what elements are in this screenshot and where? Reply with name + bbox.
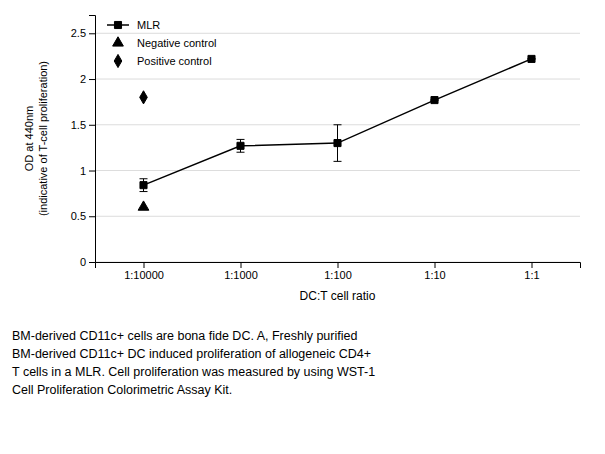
x-axis: 1:10000 1:1000 1:100 1:10 1:1 <box>96 262 581 281</box>
chart: 0 0.5 1 1.5 2 2.5 1:10000 1:1000 1:100 1:10 1:1 DC:… <box>0 0 605 454</box>
tick-label: 0.5 <box>71 210 86 222</box>
legend-symbol <box>113 37 124 46</box>
tick-mark <box>144 262 145 268</box>
y-axis-title: OD at 440nm(indicative of T-cell prolife… <box>23 61 49 216</box>
error-cap <box>237 139 245 140</box>
tick-mark <box>338 262 339 268</box>
point <box>140 182 147 189</box>
marks <box>138 55 535 210</box>
grid-line <box>95 170 580 171</box>
point <box>140 91 148 104</box>
legend-entry: MLR <box>107 19 160 31</box>
point <box>237 142 244 149</box>
tick-label: 1:10000 <box>124 269 164 281</box>
tick-mark <box>241 262 242 268</box>
legend-label: Positive control <box>137 55 212 67</box>
tick: 1:10 <box>424 262 445 281</box>
tick-label: 1.5 <box>71 119 86 131</box>
grid-line <box>95 216 580 217</box>
tick-mark <box>89 262 95 263</box>
error-bar <box>237 139 245 152</box>
tick: 1:1 <box>524 262 539 281</box>
point <box>431 97 438 104</box>
x-axis-title: DC:T cell ratio <box>300 289 376 303</box>
point <box>528 55 535 62</box>
series <box>140 55 536 191</box>
grid-line <box>95 33 580 34</box>
caption-line: BM-derived CD11c+ DC induced proliferati… <box>12 347 371 361</box>
error-cap <box>334 124 342 125</box>
tick-label: 2 <box>80 73 86 85</box>
tick-mark <box>89 33 95 34</box>
series <box>138 201 149 210</box>
tick-mark <box>89 171 95 172</box>
y-axis: 0 0.5 1 1.5 2 2.5 <box>71 16 96 269</box>
tick: 1:100 <box>324 262 352 281</box>
error-cap <box>140 178 148 179</box>
error-cap <box>237 152 245 153</box>
legend-label: Negative control <box>137 37 217 49</box>
plot: 0 0.5 1 1.5 2 2.5 1:10000 1:1000 1:100 1:10 1:1 DC:… <box>23 16 581 304</box>
caption-line: Cell Proliferation Colorimetric Assay Ki… <box>12 383 232 397</box>
point <box>138 201 149 210</box>
caption-line: BM-derived CD11c+ cells are bona fide DC… <box>12 329 357 343</box>
legend-entry: Positive control <box>114 54 211 67</box>
legend: MLR Negative control Positive control <box>107 19 217 68</box>
caption-line: T cells in a MLR. Cell proliferation was… <box>12 365 375 379</box>
tick-mark <box>435 262 436 268</box>
grid-line <box>95 79 580 80</box>
tick-label: 1 <box>80 165 86 177</box>
legend-label: MLR <box>137 19 160 31</box>
tick-label: 2.5 <box>71 27 86 39</box>
point <box>334 140 341 147</box>
tick-mark <box>89 125 95 126</box>
axis-line <box>96 263 581 269</box>
tick: 0.5 <box>71 210 95 222</box>
tick-mark <box>532 262 533 268</box>
series <box>140 91 148 104</box>
grid <box>95 33 580 262</box>
tick-mark <box>89 79 95 80</box>
tick: 1 <box>80 165 95 177</box>
caption: BM-derived CD11c+ cells are bona fide DC… <box>12 329 375 397</box>
error-cap <box>334 161 342 162</box>
tick-label: 1:1 <box>524 269 539 281</box>
line <box>144 59 532 185</box>
tick-label: 1:10 <box>424 269 445 281</box>
grid-line <box>95 124 580 125</box>
tick: 2 <box>80 73 95 85</box>
error-bar <box>140 179 148 192</box>
tick: 1.5 <box>71 119 95 131</box>
tick: 0 <box>80 256 95 268</box>
tick-mark <box>89 216 95 217</box>
axis-line <box>89 16 96 263</box>
tick-label: 1:1000 <box>224 269 258 281</box>
legend-symbol <box>114 54 122 67</box>
tick-label: 0 <box>80 256 86 268</box>
legend-entry: Negative control <box>113 37 217 49</box>
tick: 2.5 <box>71 27 95 39</box>
legend-symbol <box>114 21 121 28</box>
error-cap <box>140 191 148 192</box>
tick: 1:10000 <box>124 262 164 281</box>
tick-label: 1:100 <box>324 269 352 281</box>
error-bar <box>334 125 342 162</box>
tick: 1:1000 <box>224 262 258 281</box>
